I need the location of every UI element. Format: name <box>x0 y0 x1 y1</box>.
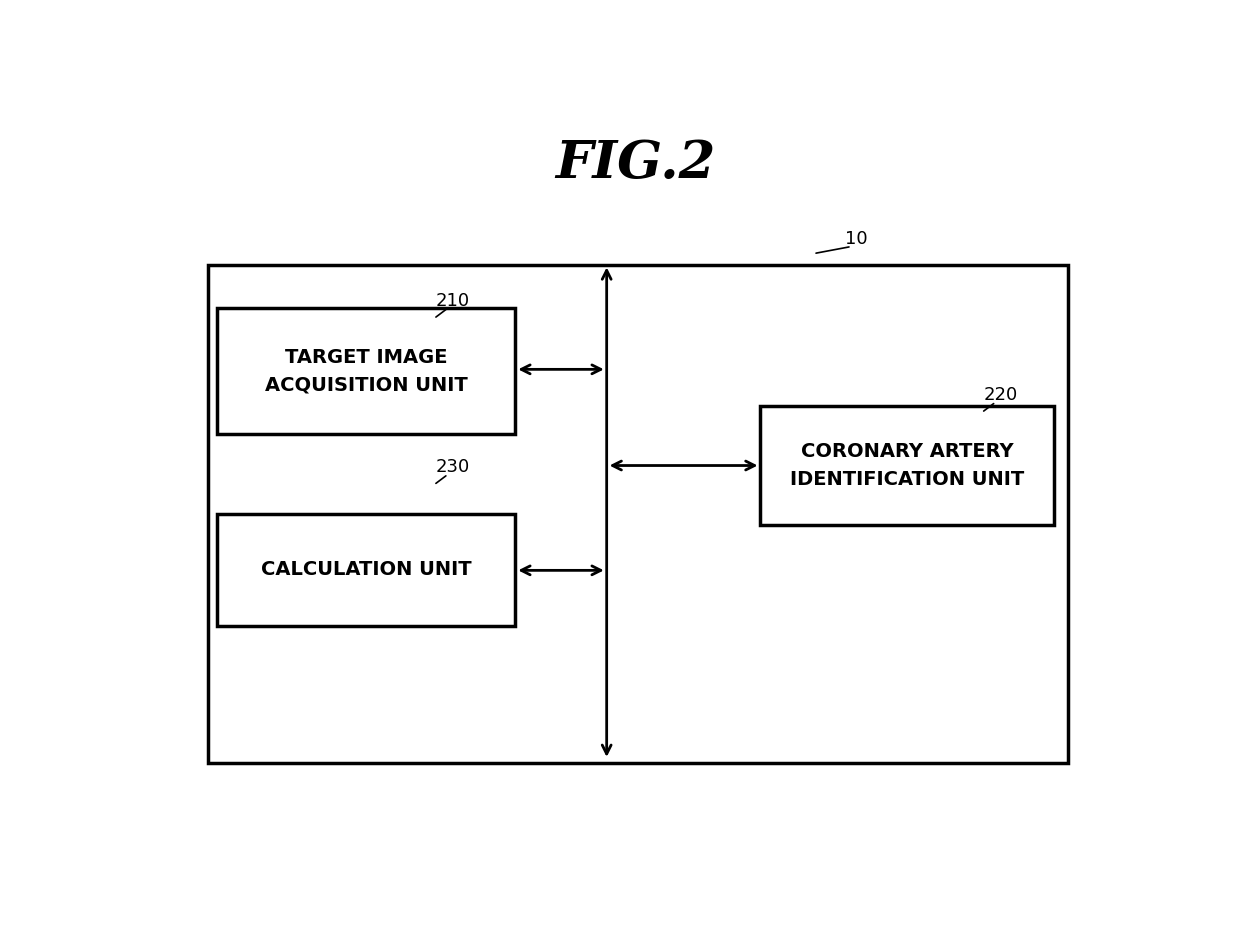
Text: 220: 220 <box>983 386 1018 404</box>
Bar <box>217 308 516 435</box>
Bar <box>208 265 1068 763</box>
Text: CORONARY ARTERY
IDENTIFICATION UNIT: CORONARY ARTERY IDENTIFICATION UNIT <box>790 441 1024 488</box>
Bar <box>760 406 1054 525</box>
Text: CALCULATION UNIT: CALCULATION UNIT <box>262 561 471 579</box>
Text: 230: 230 <box>435 458 470 476</box>
Bar <box>217 514 516 626</box>
Text: TARGET IMAGE
ACQUISITION UNIT: TARGET IMAGE ACQUISITION UNIT <box>265 347 467 394</box>
Text: FIG.2: FIG.2 <box>556 138 715 189</box>
Text: 10: 10 <box>846 230 868 248</box>
Text: 210: 210 <box>435 292 470 310</box>
